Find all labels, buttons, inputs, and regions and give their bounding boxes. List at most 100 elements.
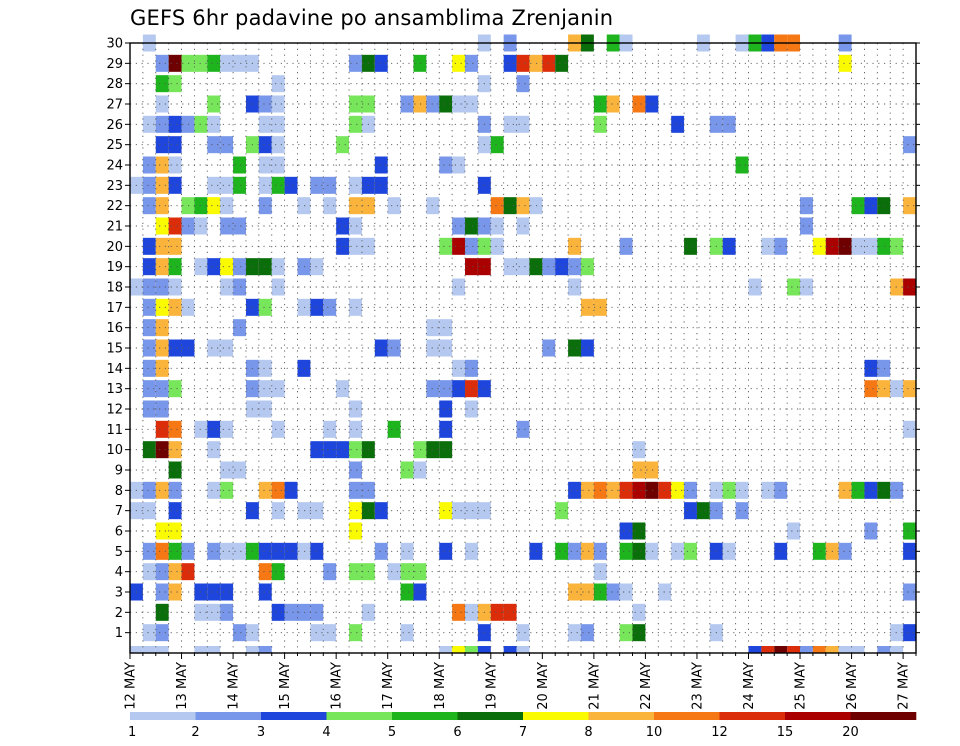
precip-cell [142, 400, 156, 418]
precip-cell [684, 502, 697, 520]
precip-cell [516, 75, 530, 93]
precip-cell [142, 624, 156, 642]
precip-cell [452, 95, 466, 113]
precip-cell [812, 542, 826, 560]
x-tick-label: 14 MAY [227, 662, 242, 710]
colorbar-label: 20 [842, 725, 859, 740]
precip-cell [168, 502, 182, 520]
precip-strip-cell [452, 646, 466, 653]
precip-cell [271, 542, 285, 560]
precip-cell [413, 563, 427, 581]
precip-cell [142, 502, 156, 520]
precip-cell [671, 115, 685, 133]
precip-cell [761, 237, 775, 255]
precip-cell [194, 115, 208, 133]
precip-cell [220, 339, 234, 357]
precip-cell [207, 481, 221, 499]
colorbar-label: 5 [388, 725, 396, 740]
precip-cell [580, 624, 594, 642]
x-tick-label: 18 MAY [433, 662, 448, 710]
precip-strip-cell [774, 646, 788, 653]
precip-cell [349, 115, 362, 133]
precip-cell [619, 624, 633, 642]
precip-cell [271, 136, 285, 154]
precip-cell [568, 237, 581, 255]
colorbar-swatch [195, 712, 262, 720]
precip-cell [207, 54, 221, 72]
precip-cell [323, 298, 337, 316]
precip-cell [310, 176, 324, 194]
precip-cell [336, 380, 350, 398]
y-tick-label: 16 [106, 321, 123, 336]
precip-cell [258, 359, 272, 377]
precip-cell [439, 441, 453, 459]
precip-cell [877, 197, 891, 215]
colorbar: 1 2 3 4 5 6 7 8 10 12 15 20 [128, 712, 917, 740]
precip-cell [864, 481, 878, 499]
precip-cell [284, 603, 298, 621]
y-tick-label: 22 [106, 199, 123, 214]
precip-cell [413, 95, 427, 113]
colorbar-label: 4 [322, 725, 330, 740]
precip-cell [168, 237, 182, 255]
precip-cell [735, 502, 749, 520]
precip-cell [336, 217, 350, 235]
precip-cell [903, 583, 916, 601]
precip-cell [323, 563, 337, 581]
precip-cell [284, 176, 298, 194]
precip-cell [439, 380, 453, 398]
precip-strip-cell [477, 646, 491, 653]
precip-cell [439, 502, 453, 520]
precip-cell [619, 481, 633, 499]
precip-cell [142, 176, 156, 194]
precip-cell [155, 441, 169, 459]
precip-cell [168, 420, 182, 438]
precip-cell [142, 359, 156, 377]
precip-cell [297, 359, 311, 377]
precip-cell [606, 95, 620, 113]
precip-cell [207, 136, 221, 154]
precip-cell [349, 217, 362, 235]
precip-cell [168, 481, 182, 499]
precip-cell [142, 481, 156, 499]
precip-cell [503, 197, 517, 215]
colorbar-label: 2 [191, 725, 199, 740]
precip-cell [864, 380, 878, 398]
precip-cell [155, 583, 169, 601]
precip-cell [155, 217, 169, 235]
precip-cell [271, 502, 285, 520]
precip-cell [233, 54, 246, 72]
precip-cell [374, 502, 388, 520]
precip-cell [748, 278, 762, 296]
precip-cell [142, 319, 156, 337]
precip-cell [349, 95, 362, 113]
precip-cell [838, 542, 852, 560]
precip-cell [297, 542, 311, 560]
precip-cell [490, 237, 504, 255]
precip-cell [568, 624, 581, 642]
precip-cell [220, 258, 234, 276]
precip-cell [465, 217, 478, 235]
grid-layer [130, 42, 916, 653]
x-tick-label: 20 MAY [536, 662, 551, 710]
precip-cell [580, 583, 594, 601]
y-tick-label: 10 [106, 443, 123, 458]
precip-cell [207, 95, 221, 113]
precip-cell [349, 441, 362, 459]
precip-cell [903, 197, 916, 215]
y-tick-label: 21 [106, 220, 123, 235]
precip-cell [387, 563, 401, 581]
precip-cell [258, 298, 272, 316]
precip-cell [877, 481, 891, 499]
precip-cell [233, 461, 246, 479]
precip-cell [207, 176, 221, 194]
precip-cell [439, 339, 453, 357]
precip-cell [142, 197, 156, 215]
precip-cell [568, 339, 581, 357]
precip-cell [220, 583, 234, 601]
cells-layer [130, 34, 916, 653]
precip-cell [155, 400, 169, 418]
precip-strip-cell [142, 646, 156, 653]
precip-cell [142, 441, 156, 459]
precip-cell [400, 461, 414, 479]
